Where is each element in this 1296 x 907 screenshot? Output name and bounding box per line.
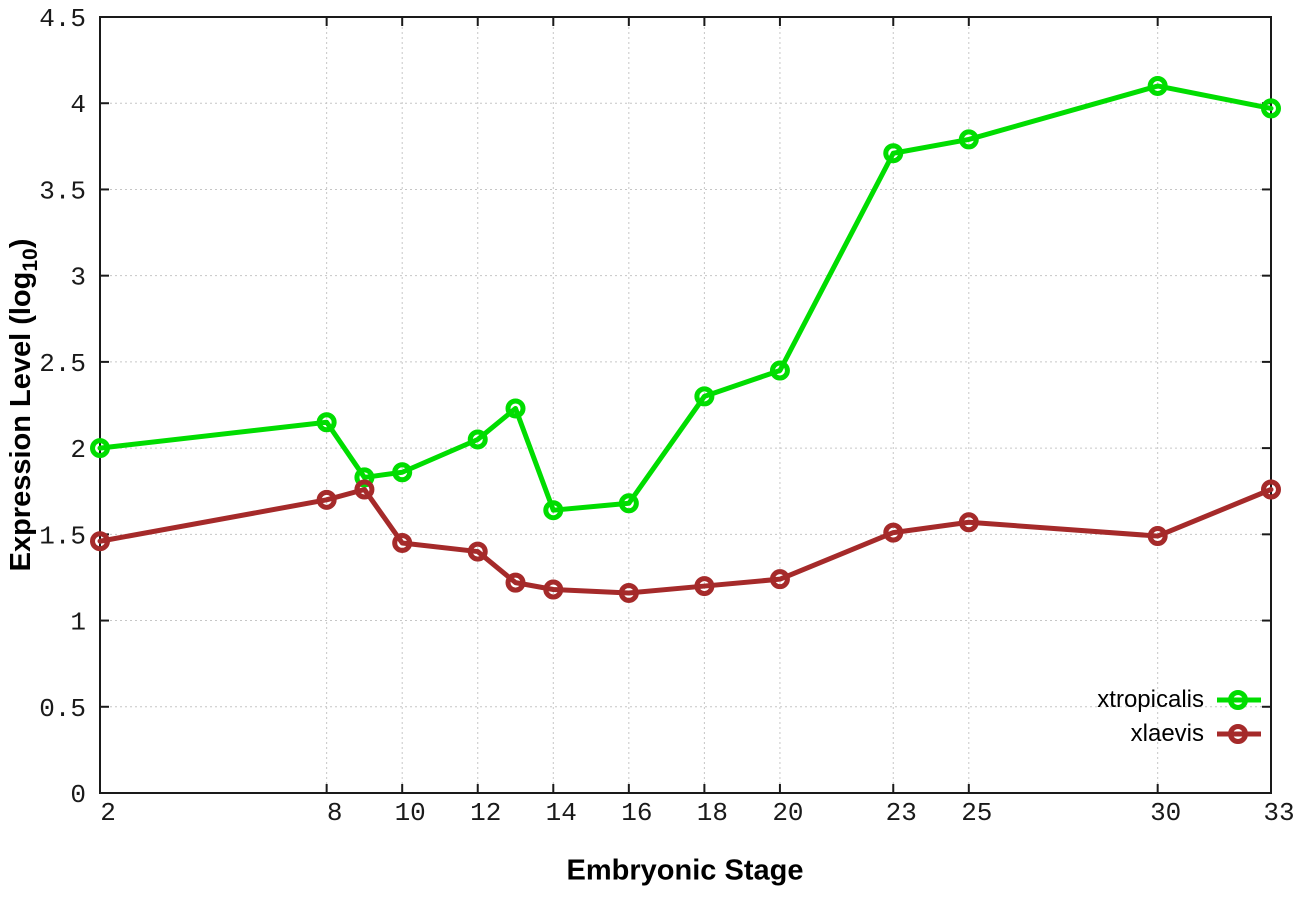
- data-point-xlaevis: [90, 531, 110, 552]
- legend-item-xlaevis: xlaevis: [1131, 718, 1262, 750]
- y-tick-label: 1: [70, 608, 86, 638]
- x-tick-label: 25: [961, 798, 992, 828]
- data-point-xlaevis: [883, 522, 904, 543]
- plot-border: [99, 16, 1272, 794]
- data-point-xtropicalis: [694, 386, 715, 407]
- x-tick-label: 16: [621, 798, 652, 828]
- data-point-xtropicalis: [392, 462, 413, 483]
- plot-frame: [99, 16, 1272, 794]
- data-point-xlaevis: [354, 479, 375, 500]
- legend-label-xlaevis: xlaevis: [1130, 720, 1204, 747]
- legend: xtropicalis xlaevis: [1097, 684, 1262, 750]
- data-point-xtropicalis: [90, 438, 110, 459]
- y-axis-title: Expression Level (log10): [5, 239, 43, 572]
- y-axis-title-text: Expression Level (log: [5, 271, 37, 572]
- y-tick-label: 2.5: [39, 349, 86, 379]
- x-axis-title: Embryonic Stage: [566, 854, 804, 887]
- y-tick-label: 4: [70, 90, 86, 120]
- data-point-xlaevis: [505, 572, 526, 593]
- data-point-xlaevis: [543, 579, 564, 600]
- data-point-xtropicalis: [1261, 98, 1281, 119]
- data-point-xlaevis: [316, 489, 337, 510]
- x-tick-label: 14: [546, 798, 577, 828]
- gridlines: [99, 16, 1272, 794]
- legend-item-xtropicalis: xtropicalis: [1097, 684, 1262, 716]
- data-point-xtropicalis: [883, 143, 904, 164]
- y-tick-label: 4.5: [39, 4, 86, 34]
- x-tick-label: 2: [100, 798, 116, 828]
- legend-marker-xlaevis: [1217, 724, 1261, 744]
- data-point-xtropicalis: [467, 429, 488, 450]
- legend-label-xtropicalis: xtropicalis: [1097, 686, 1204, 713]
- tick-labels: 2 8 10 12 14 16 18 20 23 25 30 33 0 0.5 1 1.5 2 2.5 3 3.5 4 4…: [39, 4, 1294, 828]
- data-point-xlaevis: [1261, 479, 1281, 500]
- x-tick-label: 12: [470, 798, 501, 828]
- data-point-xlaevis: [618, 582, 639, 603]
- y-tick-label: 0: [70, 780, 86, 810]
- data-point-xlaevis: [958, 512, 979, 533]
- y-axis-title-subscript: 10: [19, 248, 42, 272]
- x-tick-label: 8: [327, 798, 343, 828]
- data-point-xtropicalis: [543, 500, 564, 521]
- x-tick-label: 33: [1263, 798, 1294, 828]
- y-tick-label: 2: [70, 435, 86, 465]
- y-tick-label: 1.5: [39, 521, 86, 551]
- y-axis-title-close: ): [5, 238, 37, 249]
- y-tick-label: 3: [70, 263, 86, 293]
- data-series: [90, 75, 1281, 603]
- data-point-xtropicalis: [316, 412, 337, 433]
- data-point-xtropicalis: [769, 360, 790, 381]
- data-point-xtropicalis: [618, 493, 639, 514]
- legend-marker-xtropicalis: [1217, 690, 1261, 710]
- y-tick-label: 0.5: [39, 694, 86, 724]
- data-point-xtropicalis: [354, 467, 375, 488]
- x-tick-label: 18: [697, 798, 728, 828]
- data-point-xlaevis: [1147, 526, 1168, 547]
- series-line-xlaevis: [97, 486, 1274, 596]
- data-point-xlaevis: [467, 541, 488, 562]
- data-point-xtropicalis: [505, 398, 526, 419]
- x-tick-label: 30: [1150, 798, 1181, 828]
- data-point-xlaevis: [392, 532, 413, 553]
- data-point-xtropicalis: [958, 129, 979, 150]
- x-tick-label: 10: [395, 798, 426, 828]
- x-tick-label: 23: [886, 798, 917, 828]
- x-tick-label: 20: [772, 798, 803, 828]
- series-line-xtropicalis: [97, 83, 1274, 513]
- y-tick-label: 3.5: [39, 176, 86, 206]
- data-point-xtropicalis: [1147, 75, 1168, 96]
- data-point-xlaevis: [769, 569, 790, 590]
- data-point-xlaevis: [694, 576, 715, 597]
